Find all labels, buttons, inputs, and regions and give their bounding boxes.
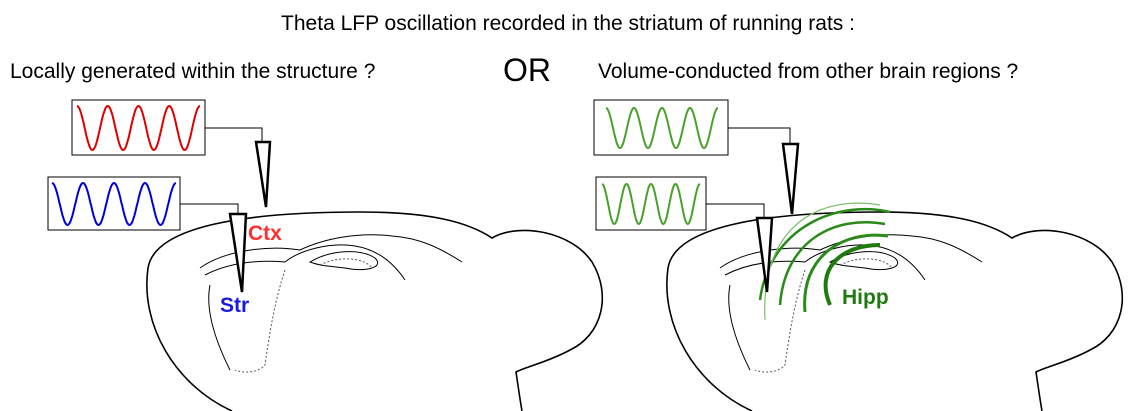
separator: OR [503, 52, 551, 88]
right-question: Volume-conducted from other brain region… [598, 60, 1018, 83]
electrode [254, 140, 272, 208]
signal-box [71, 99, 206, 156]
right-panel: Hipp [593, 99, 1124, 411]
signal-box [47, 176, 181, 231]
hippocampal-field [758, 202, 891, 321]
wire [205, 127, 263, 142]
label: Ctx [248, 222, 282, 245]
electrode [781, 142, 800, 215]
sine-wave [601, 182, 701, 226]
electrode [228, 212, 248, 293]
electrode [755, 216, 774, 293]
sine-wave [76, 104, 201, 152]
sine-wave [605, 106, 719, 150]
left-panel: Ctx Str [47, 99, 604, 411]
brain-outline [146, 211, 604, 411]
label: Hipp [842, 286, 889, 309]
signal-box [595, 176, 707, 231]
left-question: Locally generated within the structure ? [10, 60, 375, 83]
wire [728, 127, 791, 144]
label: Str [220, 294, 249, 317]
wire [706, 203, 765, 218]
title: Theta LFP oscillation recorded in the st… [281, 12, 855, 35]
sine-wave [51, 181, 177, 227]
wire [180, 203, 239, 214]
brain-outline [666, 211, 1124, 411]
